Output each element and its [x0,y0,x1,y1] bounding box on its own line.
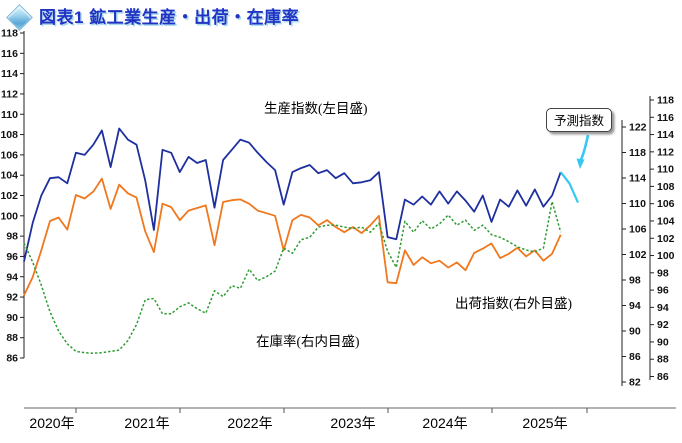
forecast-arrow-icon [579,134,590,161]
y-axis-left-tick-label: 106 [0,149,18,161]
y-axis-left-tick-label: 112 [1,88,18,100]
y-axis-right-inner-tick-label: 110 [629,198,646,210]
y-axis-right-outer-tick-label: 118 [657,95,674,107]
y-axis-left-tick-label: 104 [0,170,18,182]
y-axis-left-tick-label: 110 [1,109,18,121]
figure-header: 図表1 鉱工業生産・出荷・在庫率 [6,3,300,31]
x-axis-year-label: 2024年 [422,415,467,431]
y-axis-right-inner-tick-label: 122 [629,122,647,134]
y-axis-right-outer-tick-label: 92 [657,319,669,331]
y-axis-left-tick-label: 88 [6,332,18,344]
y-axis-right-outer-tick-label: 110 [657,164,674,176]
series-line-right_outer [23,177,562,296]
y-axis-left-tick-label: 102 [0,190,18,202]
y-axis-right-inner-tick-label: 94 [629,300,641,312]
y-axis-right-outer-tick-label: 96 [657,285,669,297]
y-axis-right-inner-tick-label: 90 [629,326,641,338]
forecast-line [559,171,580,204]
y-axis-left-tick-label: 98 [6,231,18,243]
x-axis-year-label: 2020年 [29,415,74,431]
y-axis-right-inner-tick-label: 102 [629,249,647,261]
y-axis-right-inner-tick-label: 114 [629,173,646,185]
y-axis-right-outer-tick-label: 102 [657,233,675,245]
diamond-bullet-icon [6,3,33,31]
x-axis-year-label: 2025年 [522,415,567,431]
y-axis-left-tick-label: 100 [0,210,18,222]
y-axis-left-tick-label: 108 [0,129,18,141]
y-axis-right-outer-tick-label: 104 [657,215,675,227]
y-axis-right-outer-tick-label: 94 [657,302,669,314]
y-axis-left-tick-label: 116 [1,48,18,60]
y-axis-right-outer-tick-label: 98 [657,267,669,279]
y-axis-right-outer-tick-label: 106 [657,198,675,210]
y-axis-right-outer-tick-label: 114 [657,129,674,141]
series-line-left [23,127,562,262]
x-axis-year-label: 2023年 [330,415,375,431]
production-series-label: 生産指数(左目盛) [264,101,368,116]
y-axis-left-tick-label: 90 [6,312,18,324]
y-axis-left-tick-label: 96 [6,251,18,263]
y-axis-right-outer-tick-label: 100 [657,250,675,262]
y-axis-left-tick-label: 92 [6,292,18,304]
y-axis-right-outer-tick-label: 108 [657,181,675,193]
y-axis-left-tick-label: 94 [6,271,18,283]
y-axis-left-tick-label: 86 [6,353,18,365]
y-axis-right-outer-tick-label: 116 [657,112,674,124]
figure-title: 図表1 鉱工業生産・出荷・在庫率 [39,8,300,27]
y-axis-left-tick-label: 118 [1,28,18,40]
y-axis-right-outer-tick-label: 112 [657,146,674,158]
x-axis-year-label: 2022年 [227,415,272,431]
y-axis-right-inner-tick-label: 118 [629,147,646,159]
forecast-index-callout: 予測指数 [546,108,613,132]
y-axis-right-inner-tick-label: 98 [629,275,641,287]
inventory-series-label: 在庫率(右内目盛) [256,334,360,349]
y-axis-right-inner-tick-label: 82 [629,377,641,389]
y-axis-right-inner-tick-label: 86 [629,351,641,363]
x-axis-year-label: 2021年 [124,415,169,431]
shipment-series-label: 出荷指数(右外目盛) [455,296,572,311]
y-axis-right-outer-tick-label: 90 [657,336,669,348]
y-axis-right-inner-tick-label: 106 [629,224,647,236]
y-axis-left-tick-label: 114 [1,68,18,80]
y-axis-right-outer-tick-label: 86 [657,371,669,383]
y-axis-right-outer-tick-label: 88 [657,354,669,366]
series-line-right_inner [23,200,562,355]
forecast-arrowhead-icon [576,158,585,169]
